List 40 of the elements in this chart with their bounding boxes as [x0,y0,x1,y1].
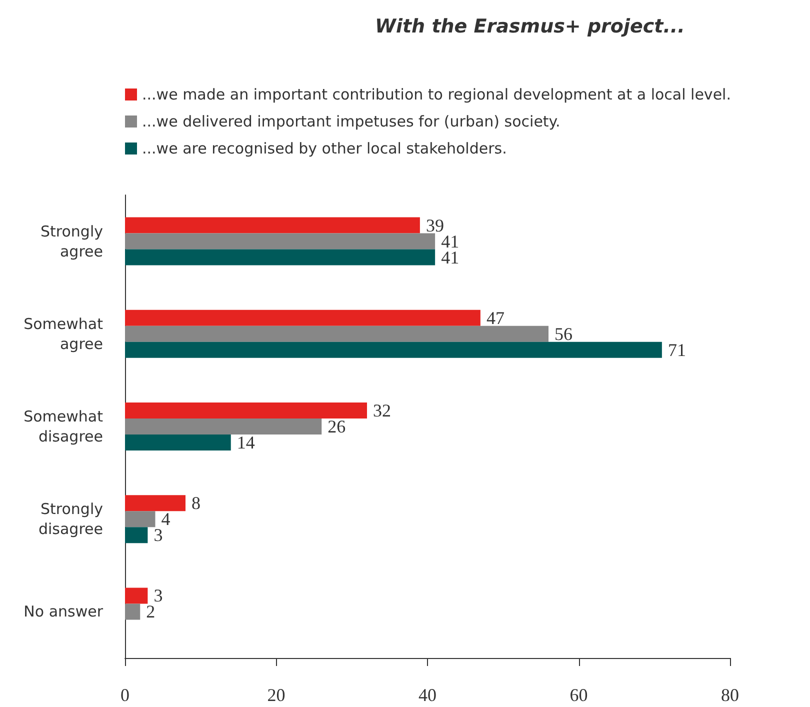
bar [125,495,186,512]
bar [125,402,367,418]
x-tick-label: 60 [570,685,588,705]
bar [125,418,322,434]
bar [125,310,480,326]
data-label: 8 [192,493,200,514]
y-tick-label: Strongly agree [40,222,104,260]
legend-label: ...we are recognised by other local stakeholders. [142,140,507,158]
bar [125,527,148,544]
data-label: 26 [328,416,346,436]
data-label: 4 [161,509,170,530]
chart-title: With the Erasmus+ project... [375,16,685,38]
bar [125,342,662,358]
bar [125,604,140,620]
bar [125,233,436,250]
data-label: 32 [373,400,391,420]
data-label: 3 [154,525,163,546]
bar [125,588,148,604]
y-tick-label: Somewhat agree [24,314,104,353]
data-label: 14 [236,432,255,452]
x-tick-label: 40 [418,685,436,705]
bar [125,326,548,342]
y-tick-label: No answer [24,602,104,621]
data-label: 71 [668,340,686,360]
data-label: 56 [554,324,572,344]
y-tick-label: Somewhat disagree [24,408,104,446]
bar [125,249,436,266]
x-tick-label: 20 [267,685,286,705]
data-label: 2 [146,602,156,622]
data-label: 3 [154,586,163,606]
data-label: 47 [486,308,504,328]
bar [125,434,231,450]
bar [125,511,156,528]
bar [125,217,420,234]
x-tick-label: 0 [120,685,130,705]
y-tick-label: Strongly disagree [38,500,104,538]
data-label: 39 [426,215,444,236]
legend-label: ...we made an important contribution to regional development at a local level. [142,86,731,104]
legend-label: ...we delivered important impetuses for (urban) society. [142,112,560,130]
x-tick-label: 80 [721,685,739,705]
